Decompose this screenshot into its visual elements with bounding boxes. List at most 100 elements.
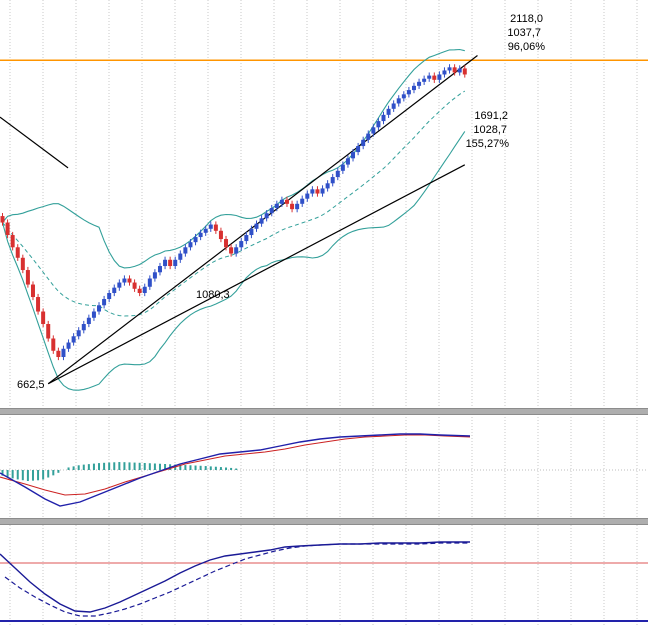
- macd-histogram-bar: [11, 470, 14, 479]
- candle-body: [122, 278, 127, 283]
- candle-body: [46, 324, 51, 339]
- price-label: 662,5: [17, 379, 45, 391]
- macd-histogram-bar: [77, 465, 80, 470]
- macd-histogram-bar: [133, 462, 136, 470]
- price-label: 1028,7: [473, 124, 507, 136]
- macd-histogram-bar: [37, 470, 40, 481]
- candle-body: [406, 90, 411, 95]
- candle-body: [310, 189, 315, 194]
- candle-body: [274, 203, 279, 209]
- candle-body: [371, 127, 376, 134]
- macd-histogram-bar: [67, 467, 70, 470]
- candle-body: [325, 183, 330, 189]
- old-descending-trendline[interactable]: [0, 116, 69, 169]
- shallow-rising-trendline[interactable]: [47, 164, 466, 385]
- macd-histogram-bar: [123, 462, 126, 470]
- macd-histogram-bar: [138, 462, 141, 470]
- candle-body: [330, 177, 335, 184]
- macd-histogram-bar: [209, 466, 212, 470]
- bollinger-upper-band: [2, 48, 465, 269]
- candle-body: [345, 158, 350, 165]
- candle-body: [356, 146, 361, 153]
- candle-body: [396, 98, 401, 104]
- macd-histogram-bar: [72, 466, 75, 470]
- price-label: 96,06%: [508, 41, 546, 53]
- macd-histogram-bar: [194, 465, 197, 470]
- macd-histogram-bar: [225, 467, 228, 470]
- candle-body: [132, 282, 137, 289]
- candle-body: [229, 247, 234, 254]
- macd-histogram: [1, 462, 238, 481]
- candle-body: [178, 253, 183, 260]
- candle-body: [152, 272, 157, 279]
- separator-bar[interactable]: [0, 408, 648, 415]
- candle-body: [224, 239, 229, 248]
- candle-body: [51, 338, 56, 351]
- macd-histogram-bar: [113, 462, 116, 470]
- macd-histogram-bar: [6, 470, 9, 478]
- candle-body: [15, 247, 20, 258]
- candle-body: [86, 317, 91, 325]
- macd-histogram-bar: [82, 464, 85, 470]
- candle-body: [361, 139, 366, 147]
- candle-body: [71, 336, 76, 343]
- macd-histogram-bar: [1, 470, 4, 476]
- separator-bar[interactable]: [0, 518, 648, 525]
- macd-histogram-bar: [184, 465, 187, 470]
- candle-body: [188, 242, 193, 248]
- candle-body: [5, 222, 10, 236]
- candle-body: [142, 286, 147, 294]
- candle-body: [81, 324, 86, 331]
- candle-body: [411, 85, 416, 91]
- candle-body: [264, 213, 269, 219]
- candle-body: [381, 114, 386, 122]
- candle-body: [401, 94, 406, 99]
- price-label: 1691,2: [474, 110, 508, 122]
- oscillator-panel: [0, 541, 648, 617]
- candle-body: [193, 237, 198, 243]
- candle-body: [234, 247, 239, 254]
- candle-body: [391, 103, 396, 109]
- candle-body: [102, 299, 107, 306]
- candle-body: [112, 287, 117, 294]
- candle-body: [203, 228, 208, 233]
- panel-separator[interactable]: [0, 408, 648, 415]
- candle-body: [198, 232, 203, 238]
- candle-body: [163, 259, 168, 267]
- candle-body: [239, 241, 244, 248]
- candle-body: [183, 247, 188, 254]
- candle-body: [462, 68, 467, 75]
- panel-separator[interactable]: [0, 518, 648, 525]
- candle-body: [61, 348, 66, 358]
- candle-body: [91, 311, 96, 318]
- candle-body: [300, 198, 305, 204]
- candle-body: [41, 311, 46, 325]
- candle-body: [249, 228, 254, 236]
- candle-body: [269, 208, 274, 214]
- candle-body: [295, 203, 300, 210]
- macd-histogram-bar: [21, 470, 24, 481]
- macd-histogram-bar: [219, 467, 222, 470]
- candle-body: [173, 259, 178, 267]
- macd-histogram-bar: [108, 462, 111, 470]
- macd-histogram-bar: [235, 468, 238, 470]
- candle-body: [213, 224, 218, 231]
- candle-body: [366, 133, 371, 140]
- main-price-panel: 2118,0 1037,7 96,06% 1691,2 1028,7 155,27% 108…: [0, 13, 648, 391]
- candle-body: [279, 199, 284, 204]
- macd-histogram-bar: [143, 462, 146, 470]
- macd-histogram-bar: [87, 464, 90, 470]
- candle-body: [284, 199, 289, 204]
- candle-body: [386, 108, 391, 115]
- candle-body: [437, 74, 442, 80]
- candle-body: [30, 284, 35, 298]
- macd-panel: [0, 433, 648, 507]
- macd-histogram-bar: [31, 470, 34, 481]
- candle-body: [137, 288, 142, 294]
- candle-body: [36, 297, 41, 312]
- candle-body: [254, 223, 259, 229]
- macd-histogram-bar: [98, 463, 101, 470]
- price-label: 155,27%: [466, 138, 510, 150]
